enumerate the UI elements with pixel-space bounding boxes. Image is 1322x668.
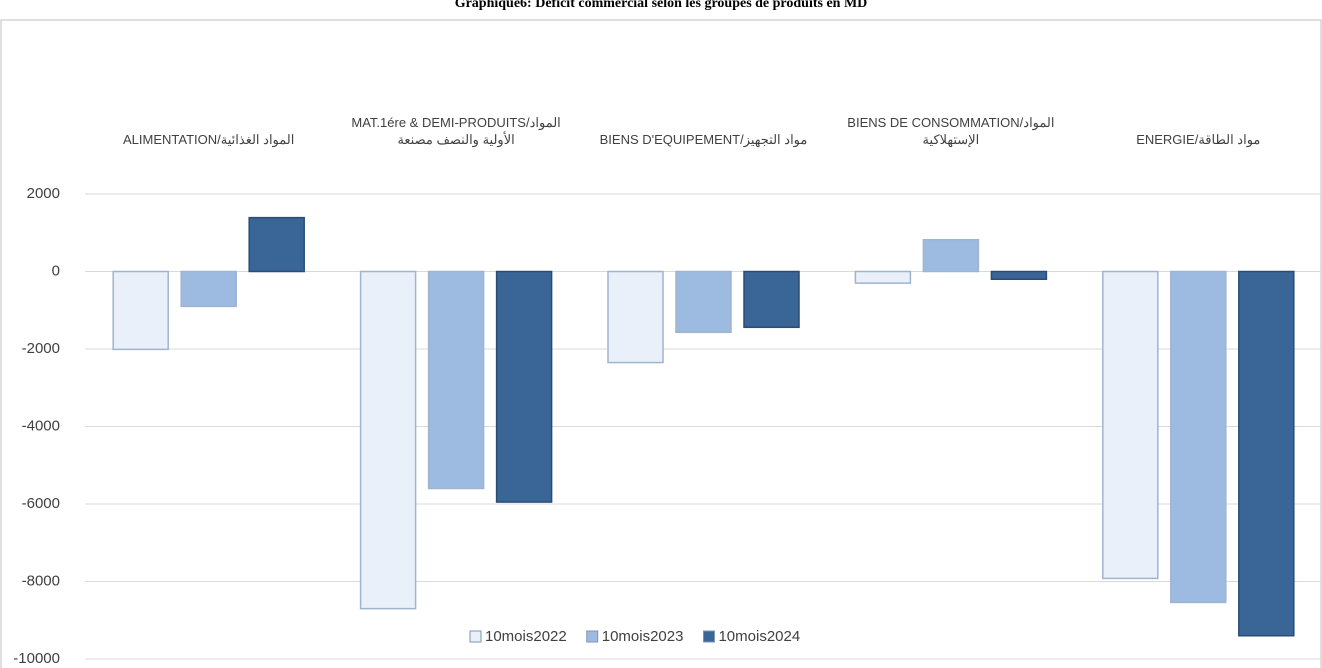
bar bbox=[112, 270, 169, 351]
bar bbox=[922, 238, 980, 273]
bar bbox=[495, 270, 553, 503]
bar bbox=[990, 270, 1048, 280]
legend-swatch bbox=[702, 630, 715, 643]
y-tick-label: 2000 bbox=[27, 185, 60, 202]
y-tick-label: -10000 bbox=[13, 650, 60, 667]
category-label: BIENS D'EQUIPEMENT/مواد التجهيز bbox=[599, 132, 808, 147]
y-tick-label: -8000 bbox=[22, 572, 60, 589]
y-tick-label: -2000 bbox=[22, 340, 60, 357]
y-tick-label: -6000 bbox=[22, 495, 60, 512]
y-tick-label: -4000 bbox=[22, 417, 60, 434]
bar bbox=[1102, 270, 1159, 580]
bar bbox=[427, 270, 485, 490]
bar bbox=[248, 216, 305, 273]
legend-swatch bbox=[469, 630, 482, 643]
bar bbox=[854, 270, 912, 284]
category-label: MAT.1ére & DEMI-PRODUITS/المواد الأولية … bbox=[351, 115, 561, 147]
legend-label: 10mois2022 bbox=[485, 628, 567, 645]
legend-swatch bbox=[586, 630, 599, 643]
bar bbox=[359, 270, 417, 610]
y-tick-label: 0 bbox=[52, 262, 60, 279]
bar bbox=[743, 270, 800, 329]
bar bbox=[180, 270, 237, 308]
bar bbox=[675, 270, 732, 334]
bar bbox=[1238, 270, 1295, 637]
legend-label: 10mois2024 bbox=[718, 628, 800, 645]
chart-frame bbox=[0, 19, 1322, 668]
legend-label: 10mois2023 bbox=[602, 628, 684, 645]
category-label: ALIMENTATION/المواد الغذائية bbox=[123, 132, 295, 147]
category-label: ENERGIE/مواد الطاقة bbox=[1136, 132, 1261, 147]
bar bbox=[607, 270, 664, 364]
category-label: BIENS DE CONSOMMATION/المواد الإستهلاكية bbox=[847, 115, 1055, 147]
bar bbox=[1170, 270, 1227, 604]
chart-title: Graphique6: Déficit commercial selon les… bbox=[455, 0, 868, 11]
